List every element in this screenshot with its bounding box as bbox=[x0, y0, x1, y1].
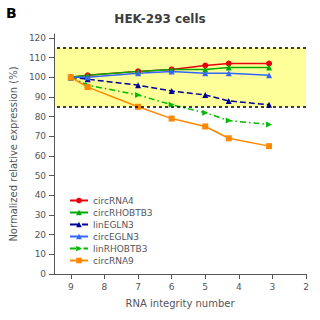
svg-text:80: 80 bbox=[35, 112, 47, 122]
svg-text:10: 10 bbox=[35, 249, 47, 259]
svg-text:4: 4 bbox=[236, 282, 242, 292]
svg-text:9: 9 bbox=[68, 282, 74, 292]
svg-text:linEGLN3: linEGLN3 bbox=[93, 220, 134, 230]
svg-text:circRNA4: circRNA4 bbox=[93, 196, 134, 206]
svg-text:RNA integrity number: RNA integrity number bbox=[126, 298, 236, 309]
svg-text:5: 5 bbox=[202, 282, 208, 292]
svg-text:60: 60 bbox=[35, 151, 47, 161]
svg-text:50: 50 bbox=[35, 171, 47, 181]
svg-text:7: 7 bbox=[135, 282, 141, 292]
svg-text:8: 8 bbox=[102, 282, 108, 292]
svg-text:20: 20 bbox=[35, 230, 47, 240]
svg-text:Normalized relative expression: Normalized relative expression (%) bbox=[8, 66, 19, 241]
svg-text:0: 0 bbox=[40, 269, 46, 279]
svg-text:circRNA9: circRNA9 bbox=[93, 256, 134, 266]
svg-text:110: 110 bbox=[29, 53, 46, 63]
svg-text:linRHOBTB3: linRHOBTB3 bbox=[93, 244, 147, 254]
svg-text:40: 40 bbox=[35, 190, 47, 200]
svg-text:90: 90 bbox=[35, 92, 47, 102]
svg-text:circEGLN3: circEGLN3 bbox=[93, 232, 139, 242]
svg-text:HEK-293 cells: HEK-293 cells bbox=[114, 12, 205, 26]
svg-text:3: 3 bbox=[270, 282, 276, 292]
svg-text:70: 70 bbox=[35, 131, 47, 141]
svg-text:100: 100 bbox=[29, 72, 46, 82]
svg-text:120: 120 bbox=[29, 33, 46, 43]
svg-text:circRHOBTB3: circRHOBTB3 bbox=[93, 208, 153, 218]
svg-text:30: 30 bbox=[35, 210, 47, 220]
svg-text:2: 2 bbox=[303, 282, 309, 292]
svg-text:B: B bbox=[6, 5, 17, 21]
svg-text:6: 6 bbox=[169, 282, 175, 292]
